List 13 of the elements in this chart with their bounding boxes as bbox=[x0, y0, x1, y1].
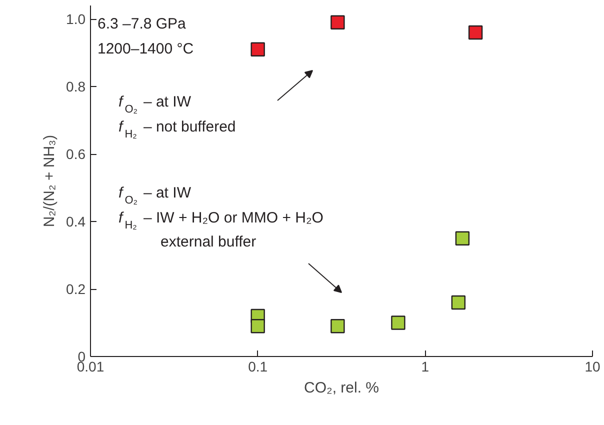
y-axis-title: N₂/(N₂ + NH₃) bbox=[41, 134, 58, 228]
y-tick-label: 0.2 bbox=[66, 281, 86, 297]
x-tick-label: 10 bbox=[584, 358, 600, 374]
y-tick-label: 0.4 bbox=[66, 214, 86, 230]
annotation: 1200–1400 °C bbox=[98, 40, 194, 58]
annotation: 6.3 –7.8 GPa bbox=[98, 16, 187, 32]
x-axis-title: CO₂, rel. % bbox=[304, 380, 379, 396]
y-tick-label: 0.6 bbox=[66, 146, 86, 162]
x-tick-label: 0.1 bbox=[248, 358, 268, 374]
y-tick-label: 0.8 bbox=[66, 78, 86, 94]
x-tick-label: 1 bbox=[421, 358, 430, 374]
annotation: external buffer bbox=[160, 234, 256, 250]
y-tick-label: 1.0 bbox=[66, 11, 86, 27]
